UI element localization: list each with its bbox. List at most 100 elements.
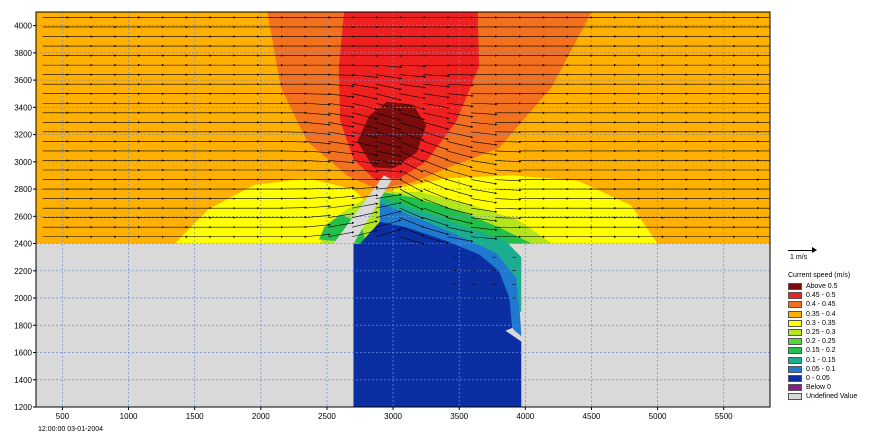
current-vector [328, 112, 355, 119]
current-vector [375, 131, 402, 140]
legend-item: 0.05 - 0.1 [788, 365, 872, 374]
current-vector [352, 112, 378, 120]
plot-frame [35, 11, 771, 408]
current-vector [447, 217, 473, 225]
current-vector [423, 131, 449, 141]
current-vector [399, 207, 424, 219]
vector-scale-arrow [788, 250, 814, 251]
current-vector [328, 195, 355, 199]
legend-item: 0.1 - 0.15 [788, 356, 872, 365]
current-vector [447, 150, 473, 159]
y-tick-label: 2400 [14, 240, 32, 249]
current-vector [423, 207, 449, 218]
current-vector [471, 217, 498, 222]
current-vector [328, 160, 355, 164]
current-vector [304, 131, 331, 136]
legend-item: 0.15 - 0.2 [788, 346, 872, 355]
legend-item: 0.45 - 0.5 [788, 291, 872, 300]
current-vector [447, 93, 474, 97]
legend-swatch [788, 374, 802, 382]
legend-label: 0.45 - 0.5 [806, 292, 836, 300]
current-vector [447, 122, 474, 128]
x-tick-label: 1500 [186, 412, 204, 421]
current-vector [494, 207, 522, 211]
current-vector [399, 179, 423, 193]
current-vector [471, 141, 498, 146]
current-vector [423, 93, 450, 99]
current-vector [494, 140, 522, 144]
current-vector [328, 93, 355, 98]
current-vector [494, 169, 522, 173]
legend-swatch [788, 338, 802, 346]
current-vector [352, 169, 379, 173]
current-vector [471, 122, 498, 126]
current-vector [375, 112, 402, 121]
current-vector [447, 141, 473, 149]
current-vector [423, 74, 450, 78]
current-vector [304, 214, 331, 218]
current-vector [399, 188, 424, 202]
current-vector [447, 169, 473, 178]
current-vector [352, 141, 378, 148]
y-tick-label: 3400 [14, 103, 32, 112]
current-vector [328, 186, 355, 190]
current-vector [471, 160, 498, 166]
current-vector [423, 83, 450, 88]
legend-item: 0.35 - 0.4 [788, 310, 872, 319]
current-vector [304, 196, 331, 199]
vector-scale-reference: 1 m/s [788, 246, 828, 264]
legend-item: 0.2 - 0.25 [788, 337, 872, 346]
current-vector [399, 169, 424, 183]
current-vector [447, 226, 474, 234]
current-vector [328, 131, 355, 138]
current-vector [375, 185, 403, 190]
current-vector [423, 160, 449, 171]
current-vector [447, 188, 473, 197]
current-vector [471, 112, 498, 116]
current-vector [352, 83, 379, 90]
legend-swatch [788, 301, 802, 309]
current-vector [423, 169, 448, 181]
current-vector [328, 231, 355, 238]
current-vector [399, 131, 425, 142]
current-vector [375, 64, 403, 69]
legend-label: 0.05 - 0.1 [806, 365, 836, 373]
y-tick-label: 3200 [14, 131, 32, 140]
legend-label: Below 0 [806, 384, 831, 392]
current-vector [471, 207, 498, 213]
current-vector [399, 217, 425, 228]
vector-scale-arrowhead [812, 247, 817, 253]
current-vector [375, 193, 402, 199]
current-vector [328, 221, 355, 228]
current-vector [375, 201, 402, 209]
legend-swatch [788, 319, 802, 327]
legend-swatch [788, 356, 802, 364]
current-vector [328, 102, 355, 109]
current-vector [375, 83, 402, 91]
current-vector [423, 141, 449, 151]
current-vector [352, 131, 378, 139]
current-vector [304, 233, 331, 238]
current-vector [328, 203, 355, 209]
current-vector [304, 112, 331, 116]
current-vector [423, 198, 449, 209]
current-vector [423, 188, 448, 200]
current-vector [471, 131, 498, 136]
legend-label: Above 0.5 [806, 283, 838, 291]
current-vector [304, 223, 331, 228]
legend-swatch [788, 310, 802, 318]
legend-item: 0.4 - 0.45 [788, 300, 872, 309]
timestamp-label: 12:00:00 03-01-2004 [38, 426, 103, 433]
current-vector [399, 160, 424, 173]
current-vector [328, 74, 355, 77]
legend-swatch [788, 283, 802, 291]
x-tick-label: 2500 [318, 412, 336, 421]
current-vector [280, 140, 308, 144]
current-vector [399, 93, 426, 100]
current-vector [352, 211, 378, 218]
current-vector [304, 93, 331, 96]
current-vector [352, 220, 378, 228]
current-vector [399, 112, 426, 121]
legend-swatch [788, 365, 802, 373]
